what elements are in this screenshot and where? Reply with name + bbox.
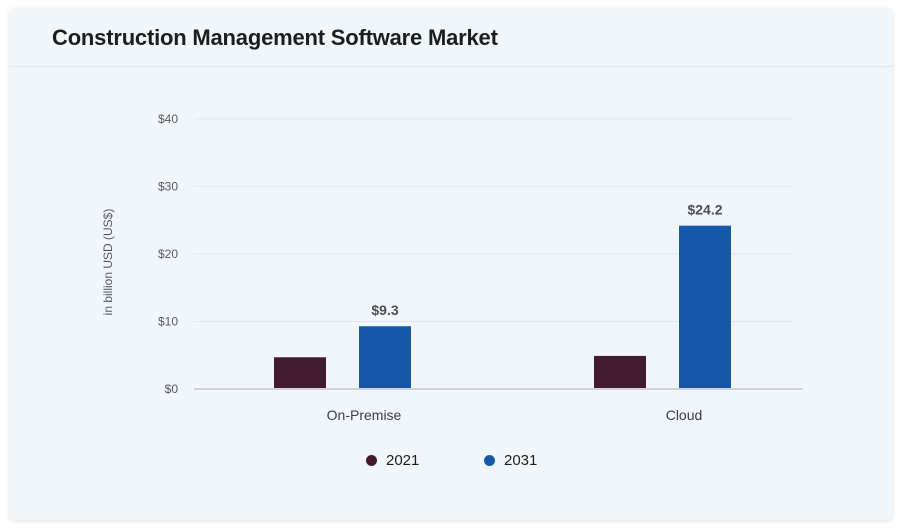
data-label: $9.3: [371, 302, 398, 318]
y-tick-label: $30: [158, 180, 178, 194]
bar-2021-cloud[interactable]: [594, 355, 646, 388]
bar-2031-cloud[interactable]: [679, 225, 731, 388]
bar-2021-on-premise[interactable]: [274, 357, 326, 388]
x-category-label: On-Premise: [327, 407, 402, 423]
y-tick-label: $20: [158, 247, 178, 261]
legend-label: 2031: [504, 452, 538, 469]
legend-item-2021[interactable]: 2021: [366, 452, 419, 469]
x-category-label: Cloud: [666, 407, 703, 423]
card-header: Construction Management Software Market: [9, 8, 893, 67]
chart-card: Construction Management Software Market: [9, 8, 893, 520]
y-tick-label: $10: [158, 315, 178, 329]
bar-2031-on-premise[interactable]: [359, 326, 411, 388]
legend-item-2031[interactable]: 2031: [484, 452, 537, 469]
legend-marker-icon: [484, 455, 495, 466]
legend-marker-icon: [366, 455, 377, 466]
chart-title: Construction Management Software Market: [52, 25, 498, 50]
legend-label: 2021: [386, 452, 420, 469]
y-tick-label: $40: [158, 112, 178, 126]
y-tick-label: $0: [165, 382, 179, 396]
data-label: $24.2: [687, 202, 722, 218]
y-axis-label: in billion USD (US$): [101, 209, 115, 316]
